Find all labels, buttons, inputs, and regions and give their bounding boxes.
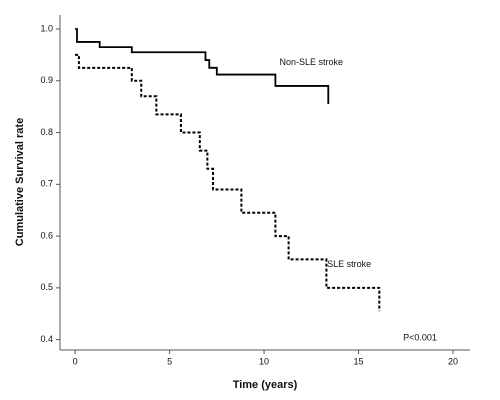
- survival-line: [75, 28, 330, 105]
- y-tick-label: 0.7: [40, 179, 53, 189]
- y-tick-label: 0.9: [40, 75, 53, 85]
- x-tick-label: 5: [167, 356, 172, 366]
- y-tick-label: 1.0: [40, 23, 53, 33]
- y-tick-label: 0.6: [40, 230, 53, 240]
- survival-line: [75, 53, 381, 312]
- y-tick-label: 0.8: [40, 127, 53, 137]
- y-axis-title: Cumulative Survival rate: [14, 118, 26, 246]
- series-label: Non-SLE stroke: [280, 57, 344, 67]
- x-tick-label: 20: [448, 356, 458, 366]
- annotation: P<0.001: [403, 332, 437, 342]
- series-label: SLE stroke: [327, 259, 371, 269]
- y-tick-label: 0.5: [40, 282, 53, 292]
- y-tick-label: 0.4: [40, 334, 53, 344]
- x-tick-label: 0: [73, 356, 78, 366]
- x-axis-title: Time (years): [233, 379, 298, 391]
- x-tick-label: 15: [354, 356, 364, 366]
- x-tick-label: 10: [259, 356, 269, 366]
